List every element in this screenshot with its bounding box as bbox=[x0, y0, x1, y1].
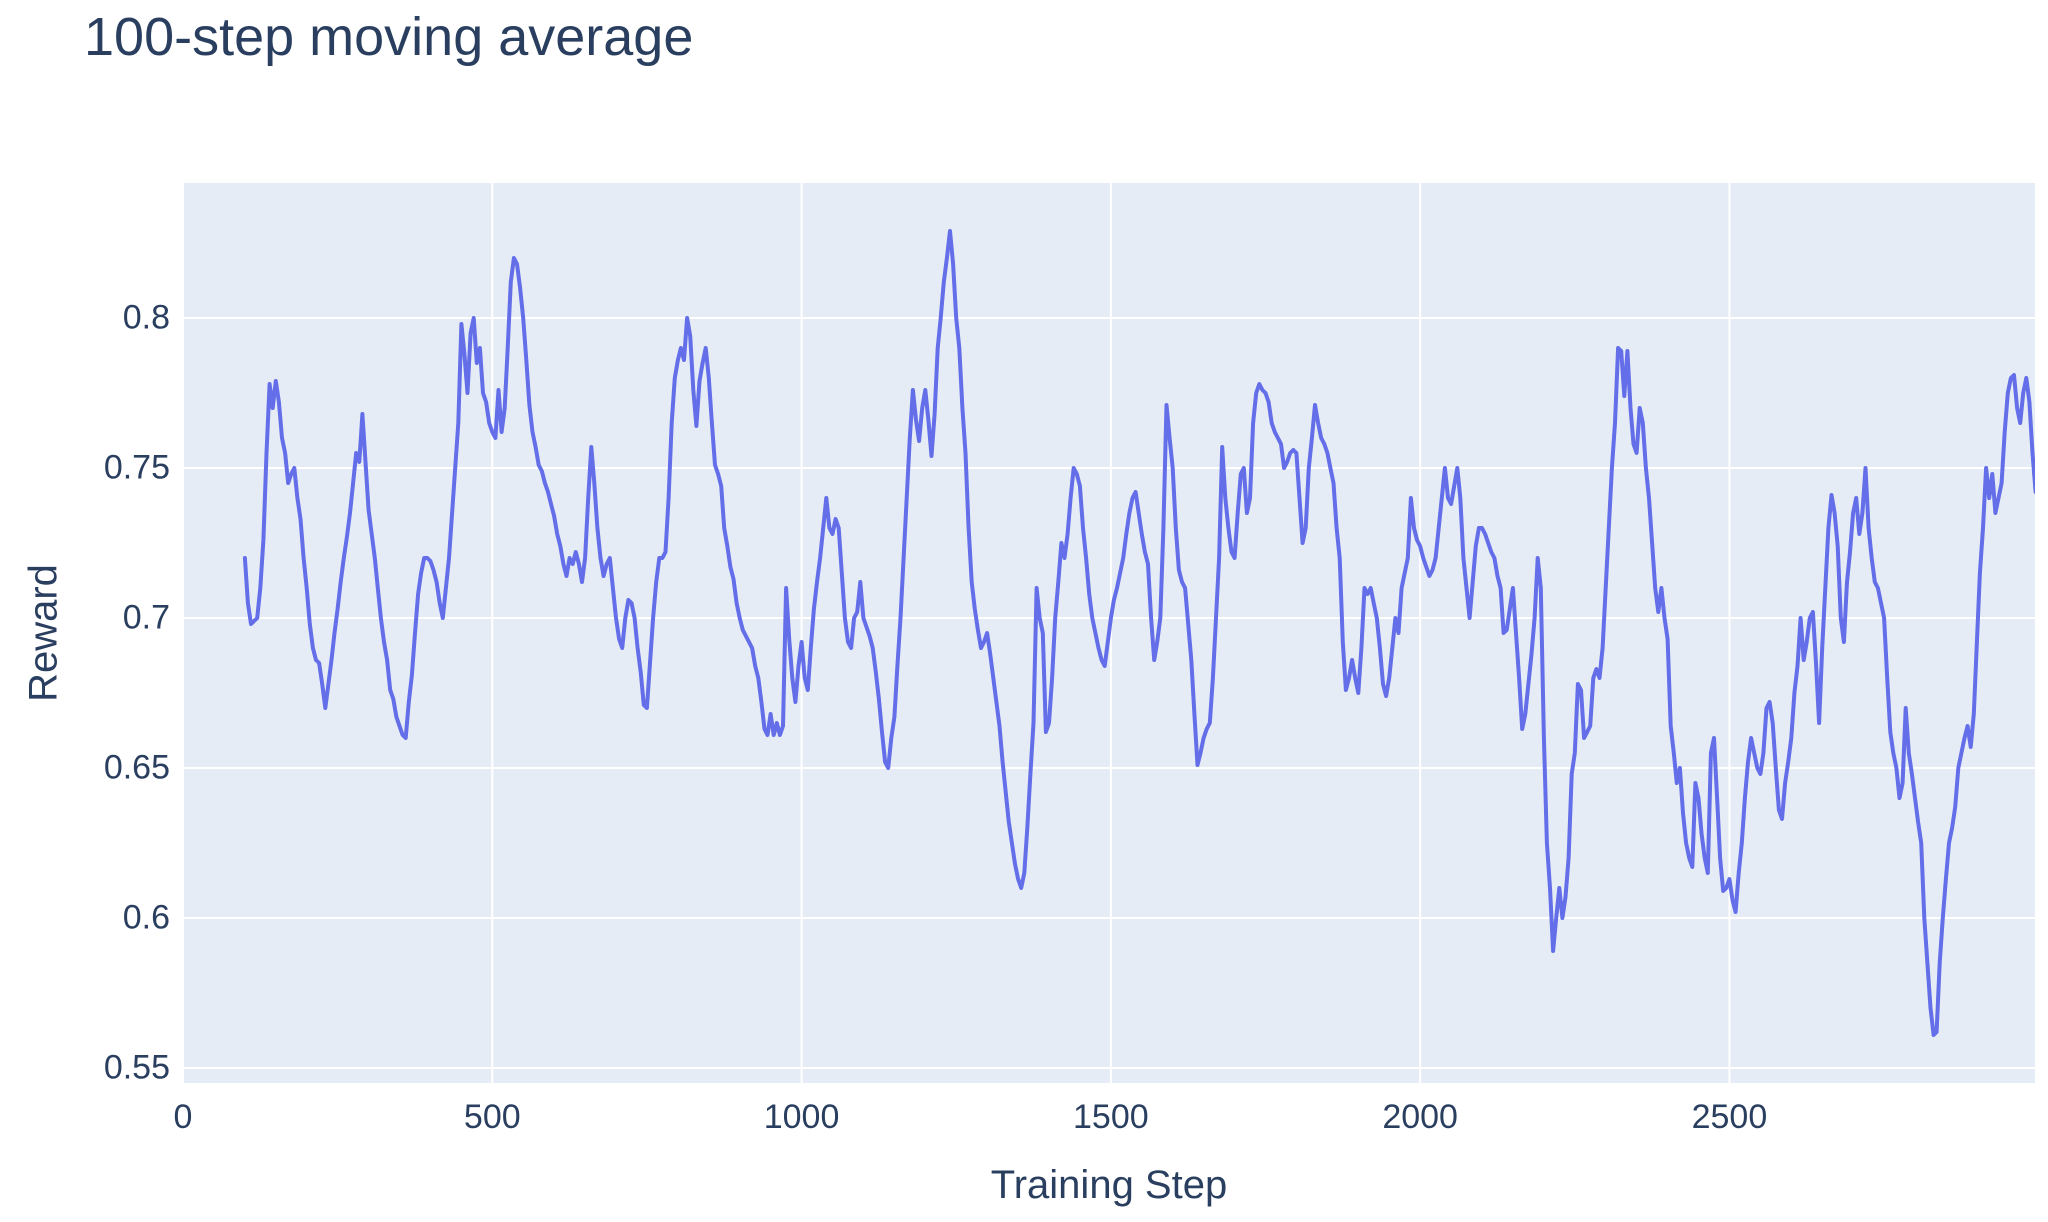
y-axis-title: Reward bbox=[21, 564, 66, 702]
x-tick-label: 500 bbox=[463, 1098, 521, 1136]
x-tick-label: 1500 bbox=[1073, 1098, 1149, 1136]
reward-line bbox=[242, 229, 2035, 1037]
chart-title: 100-step moving average bbox=[84, 7, 694, 67]
y-tick-label: 0.55 bbox=[103, 1048, 170, 1087]
y-tick-label: 0.75 bbox=[103, 448, 170, 487]
x-tick-label: 2000 bbox=[1382, 1098, 1458, 1136]
y-tick-label: 0.7 bbox=[122, 598, 170, 637]
y-tick-label: 0.6 bbox=[122, 898, 170, 937]
x-tick-label: 2500 bbox=[1691, 1098, 1768, 1136]
plot-area[interactable] bbox=[183, 183, 2035, 1083]
y-tick-label: 0.65 bbox=[103, 748, 170, 787]
x-tick-label: 1000 bbox=[763, 1098, 840, 1136]
x-tick-label: 0 bbox=[173, 1098, 193, 1136]
reward-line-chart bbox=[183, 183, 2035, 1083]
x-axis-title: Training Step bbox=[990, 1163, 1228, 1207]
y-tick-label: 0.8 bbox=[122, 298, 170, 337]
